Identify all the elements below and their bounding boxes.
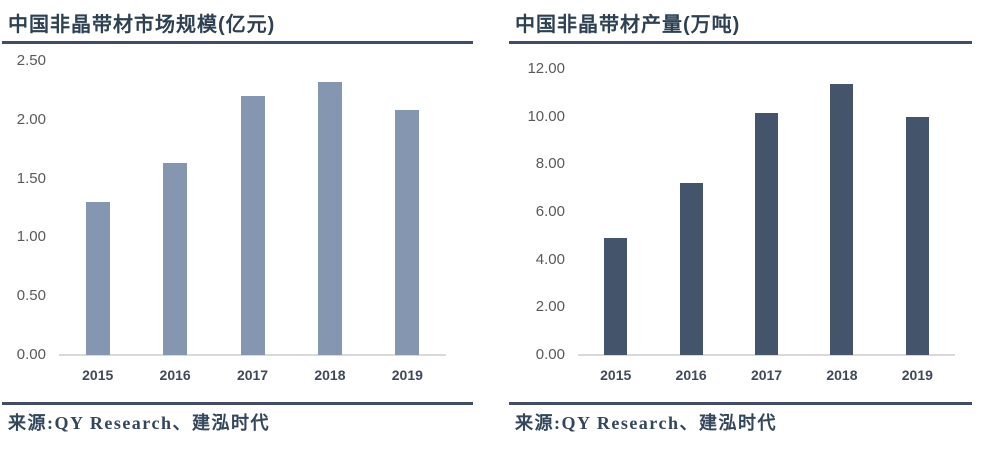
title-divider <box>2 41 473 44</box>
bar-slot <box>804 69 879 355</box>
chart-panel-market-size: 中国非晶带材市场规模(亿元) 来源:QY Research、建泓时代 2.50 2… <box>2 8 473 451</box>
x-axis-tick-label: 2018 <box>826 367 858 383</box>
x-axis-tick-label: 2016 <box>159 367 191 383</box>
plot-area <box>578 69 955 355</box>
x-axis-line <box>59 354 446 356</box>
x-axis-tick-label: 2017 <box>236 367 269 383</box>
y-axis-tick-label: 10.00 <box>527 107 565 125</box>
bar-slot <box>369 61 446 355</box>
bar-2017 <box>240 96 265 355</box>
y-axis-tick-label: 2.50 <box>16 52 46 69</box>
y-axis-tick-label: 0.00 <box>535 346 565 363</box>
bar-slot <box>578 69 653 355</box>
bar-slot <box>214 61 291 355</box>
chart-title: 中国非晶带材产量(万吨) <box>515 14 741 36</box>
x-axis-labels: 2015 2016 2017 2018 2019 <box>59 367 446 383</box>
bar-slot <box>291 61 368 355</box>
x-axis-tick-label: 2016 <box>675 367 707 383</box>
x-axis-tick-label: 2017 <box>750 367 783 383</box>
footer-divider <box>2 402 473 405</box>
bar-2017 <box>755 113 779 355</box>
y-axis-tick-label: 1.50 <box>16 169 46 187</box>
footer-divider <box>509 402 972 405</box>
bar-2015 <box>85 202 110 355</box>
y-axis-tick-label: 0.50 <box>16 287 46 305</box>
bar-2016 <box>163 163 188 355</box>
bar-2016 <box>679 183 703 355</box>
x-axis-tick-label: 2019 <box>391 367 423 383</box>
y-axis-tick-label: 0.00 <box>16 346 46 363</box>
x-axis-labels: 2015 2016 2017 2018 2019 <box>578 367 955 383</box>
bar-2018 <box>317 82 342 355</box>
bar-slot <box>729 69 804 355</box>
y-axis-tick-label: 2.00 <box>535 298 565 316</box>
bar-2018 <box>830 84 854 355</box>
x-axis-tick-label: 2018 <box>314 367 346 383</box>
y-axis-tick-label: 2.00 <box>16 110 46 128</box>
chart-title: 中国非晶带材市场规模(亿元) <box>8 14 276 36</box>
y-axis-tick-label: 1.00 <box>16 228 46 246</box>
bar-slot <box>880 69 955 355</box>
y-axis-tick-label: 8.00 <box>535 155 565 173</box>
y-axis-tick-label: 4.00 <box>535 250 565 268</box>
source-caption: 来源:QY Research、建泓时代 <box>515 413 777 433</box>
title-divider <box>509 41 972 44</box>
bar-slot <box>59 61 136 355</box>
x-axis-tick-label: 2015 <box>82 367 114 383</box>
bar-slot <box>136 61 213 355</box>
source-caption: 来源:QY Research、建泓时代 <box>8 413 270 433</box>
bar-slot <box>653 69 728 355</box>
bar-2019 <box>905 117 929 355</box>
chart-panel-production: 中国非晶带材产量(万吨) 来源:QY Research、建泓时代 12.00 10… <box>509 8 972 451</box>
x-axis-tick-label: 2019 <box>901 367 933 383</box>
bar-2015 <box>604 238 628 355</box>
y-axis-tick-label: 12.00 <box>527 60 565 77</box>
y-axis-tick-label: 6.00 <box>535 203 565 220</box>
x-axis-line <box>578 354 955 356</box>
plot-area <box>59 61 446 355</box>
bar-2019 <box>395 110 420 355</box>
x-axis-tick-label: 2015 <box>600 367 632 383</box>
